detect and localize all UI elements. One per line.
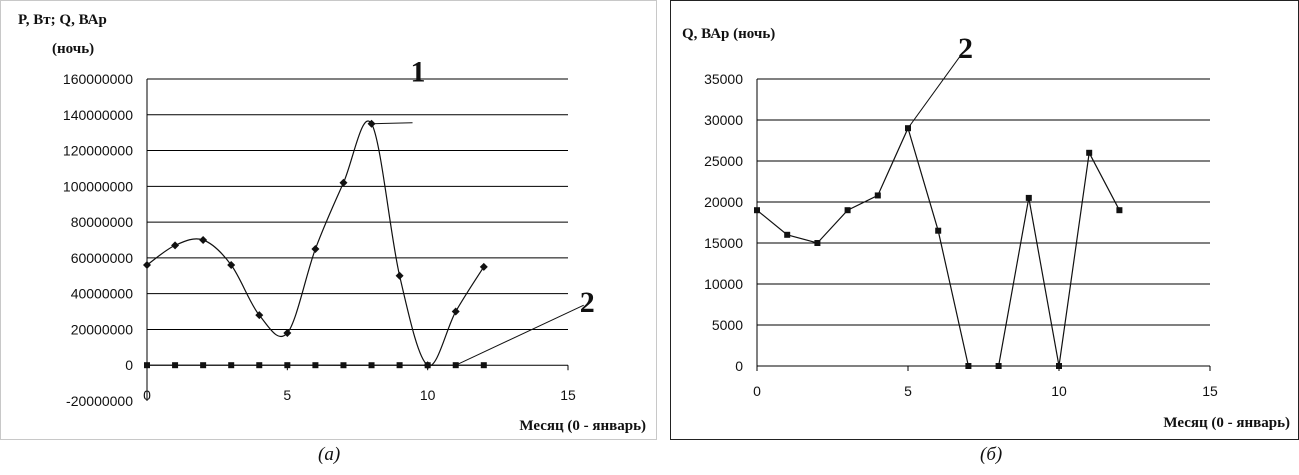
ytick-label-b-6: 30000 [704, 112, 743, 128]
ytick-label-a-0: -20000000 [66, 393, 133, 409]
caption-a: (а) [318, 444, 341, 465]
data-point-b-2-4 [874, 192, 881, 199]
ytick-label-a-6: 100000000 [63, 178, 133, 194]
data-point-a-2-0 [144, 362, 150, 369]
annotation-leader-a-1 [371, 122, 413, 125]
data-point-a-1-7 [339, 178, 348, 187]
data-point-b-2-1 [784, 231, 791, 238]
data-point-b-2-9 [1025, 194, 1032, 201]
data-point-a-1-5 [283, 329, 292, 338]
xtick-label-a-2: 10 [420, 387, 436, 403]
data-point-a-1-6 [311, 244, 320, 253]
chart-panel-a: P, Вт; Q, ВАр (ночь) -20000000 0 20000000 4… [0, 0, 657, 440]
xtick-label-b-2: 10 [1051, 383, 1067, 399]
ytick-label-a-7: 120000000 [63, 143, 133, 159]
data-point-a-1-3 [227, 261, 236, 270]
data-point-b-2-11 [1086, 149, 1093, 156]
data-point-a-2-6 [312, 362, 319, 369]
chart-a-xlabel: Месяц (0 - январь) [519, 418, 646, 434]
chart-panel-b: Q, ВАр (ночь) 0 5000 10000 15000 20000 25000 3… [670, 0, 1299, 440]
annotation-label-a-1: 1 [411, 56, 426, 89]
ytick-label-b-4: 20000 [704, 194, 743, 210]
chart-a-ylabel-line2: (ночь) [52, 41, 94, 57]
data-point-a-2-7 [340, 362, 347, 369]
ytick-label-a-8: 140000000 [63, 107, 133, 123]
ytick-label-b-7: 35000 [704, 71, 743, 87]
xtick-label-b-0: 0 [753, 383, 761, 399]
data-point-a-2-8 [368, 362, 375, 369]
ytick-label-a-1: 0 [125, 357, 133, 373]
annotation-leader-b-2 [907, 51, 964, 129]
chart-b-frame [670, 0, 1299, 440]
data-point-a-1-2 [199, 236, 208, 244]
xtick-label-b-3: 15 [1202, 383, 1218, 399]
annotation-label-b-2: 2 [958, 32, 973, 65]
data-point-a-2-4 [256, 362, 263, 369]
data-point-a-1-0 [143, 261, 151, 270]
xtick-label-a-0: 0 [143, 387, 151, 403]
ytick-label-a-5: 80000000 [71, 214, 134, 230]
chart-b-xlabel: Месяц (0 - январь) [1163, 415, 1290, 431]
data-point-b-2-10 [1056, 363, 1062, 369]
data-point-a-2-10 [424, 362, 431, 369]
ytick-label-b-1: 5000 [712, 317, 743, 333]
data-point-b-2-2 [814, 240, 821, 246]
data-point-b-2-7 [965, 363, 972, 369]
data-point-a-2-3 [228, 362, 235, 369]
ytick-label-b-2: 10000 [704, 276, 743, 292]
ytick-label-b-0: 0 [735, 358, 743, 374]
chart-b-ylabel: Q, ВАр (ночь) [682, 26, 775, 42]
data-point-b-2-6 [935, 227, 942, 234]
ytick-label-a-4: 60000000 [71, 250, 134, 266]
ytick-label-a-2: 20000000 [71, 321, 134, 337]
data-point-a-2-1 [172, 362, 179, 369]
data-point-a-1-9 [395, 271, 404, 280]
data-point-a-1-1 [171, 241, 180, 250]
annotation-label-a-2: 2 [580, 286, 595, 319]
chart-a-svg: P, Вт; Q, ВАр (ночь) -20000000 0 20000000 4… [0, 0, 657, 440]
caption-b: (б) [980, 444, 1003, 465]
data-point-b-2-3 [844, 207, 851, 214]
ytick-label-a-3: 40000000 [71, 286, 134, 302]
data-point-b-2-12 [1116, 207, 1123, 214]
xtick-label-a-1: 5 [283, 387, 291, 403]
xtick-label-a-3: 15 [560, 387, 576, 403]
data-point-a-1-12 [479, 262, 488, 271]
chart-a-frame [0, 0, 657, 440]
ytick-label-b-3: 15000 [704, 235, 743, 251]
chart-b-svg: Q, ВАр (ночь) 0 5000 10000 15000 20000 25000 3… [670, 0, 1299, 440]
data-point-a-2-5 [284, 362, 291, 369]
chart-a-ylabel-line1: P, Вт; Q, ВАр [18, 12, 107, 28]
ytick-label-b-5: 25000 [704, 153, 743, 169]
data-point-b-2-8 [995, 363, 1002, 369]
ytick-label-a-9: 160000000 [63, 71, 133, 87]
data-point-b-2-0 [754, 207, 760, 214]
data-point-a-2-9 [396, 362, 403, 369]
data-point-a-2-2 [200, 362, 207, 369]
data-point-a-1-11 [451, 307, 460, 316]
xtick-label-b-1: 5 [904, 383, 912, 399]
data-point-a-2-12 [480, 362, 487, 369]
annotation-leader-a-2 [455, 304, 584, 366]
data-point-a-1-4 [255, 311, 264, 320]
